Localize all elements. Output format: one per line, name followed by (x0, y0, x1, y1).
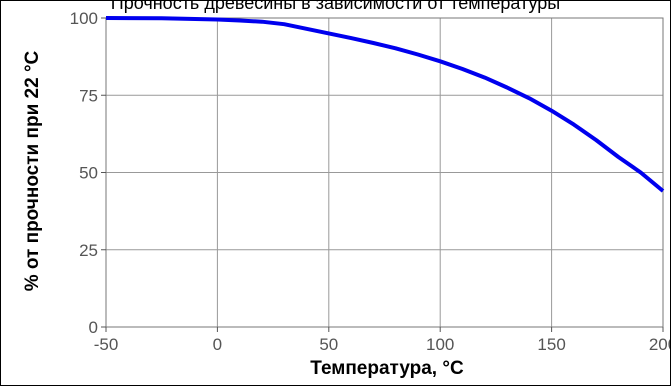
y-tick-label: 25 (79, 241, 98, 260)
y-axis-label: % от прочности при 22 °С (22, 50, 43, 292)
chart-title: Прочность древесины в зависимости от тем… (110, 0, 561, 13)
x-tick-label: 50 (319, 335, 338, 354)
x-tick-label: 0 (213, 335, 222, 354)
y-tick-label: 100 (70, 9, 98, 28)
y-tick-label: 0 (89, 318, 98, 337)
grid (106, 18, 663, 327)
x-tick-label: 200 (649, 335, 670, 354)
series-line (105, 16, 665, 193)
x-tick-label: 150 (537, 335, 565, 354)
x-tick-label: 100 (426, 335, 454, 354)
axis-ticks: -500501001502000255075100 (70, 9, 670, 354)
series-layer (105, 16, 665, 193)
y-tick-label: 50 (79, 164, 98, 183)
y-tick-label: 75 (79, 86, 98, 105)
x-tick-label: -50 (94, 335, 119, 354)
x-axis-label: Температура, °С (310, 358, 464, 379)
